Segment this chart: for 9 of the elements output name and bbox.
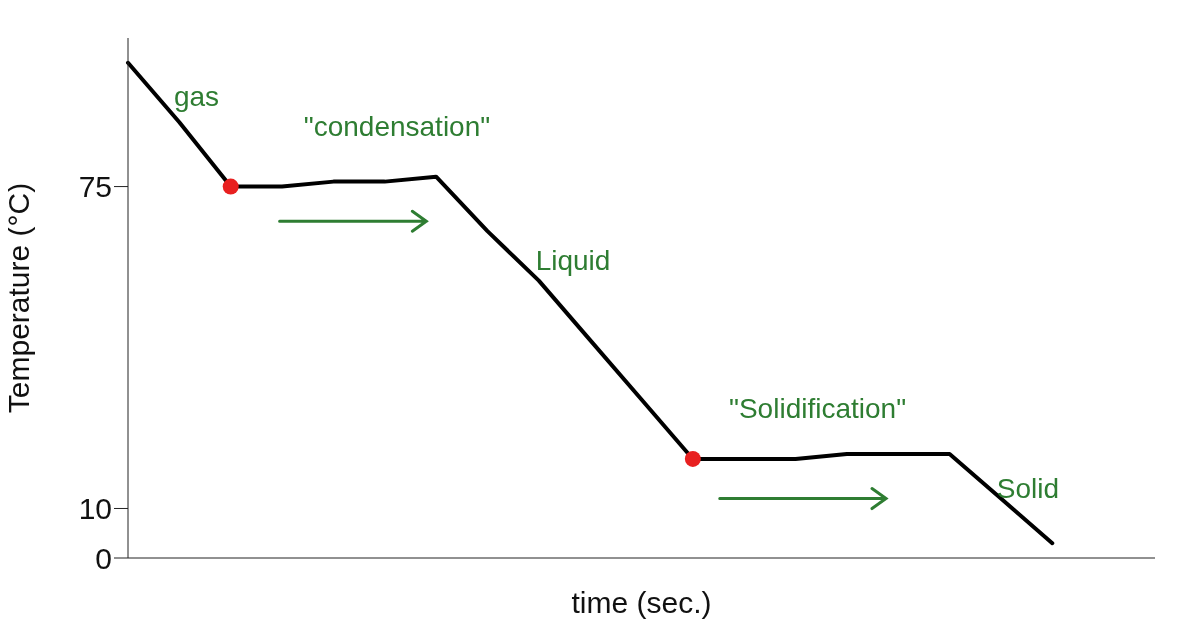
x-axis-title: time (sec.): [571, 586, 712, 619]
y-tick-label: 0: [95, 541, 112, 575]
annotation: gas: [173, 81, 220, 114]
y-tick-label: 75: [78, 170, 112, 204]
annotation: "Solidification": [729, 393, 907, 426]
annotation: Solid: [996, 472, 1059, 505]
annotation: Liquid: [535, 244, 611, 277]
annotation: "condensation": [303, 111, 491, 144]
y-tick-label: 10: [78, 492, 112, 526]
